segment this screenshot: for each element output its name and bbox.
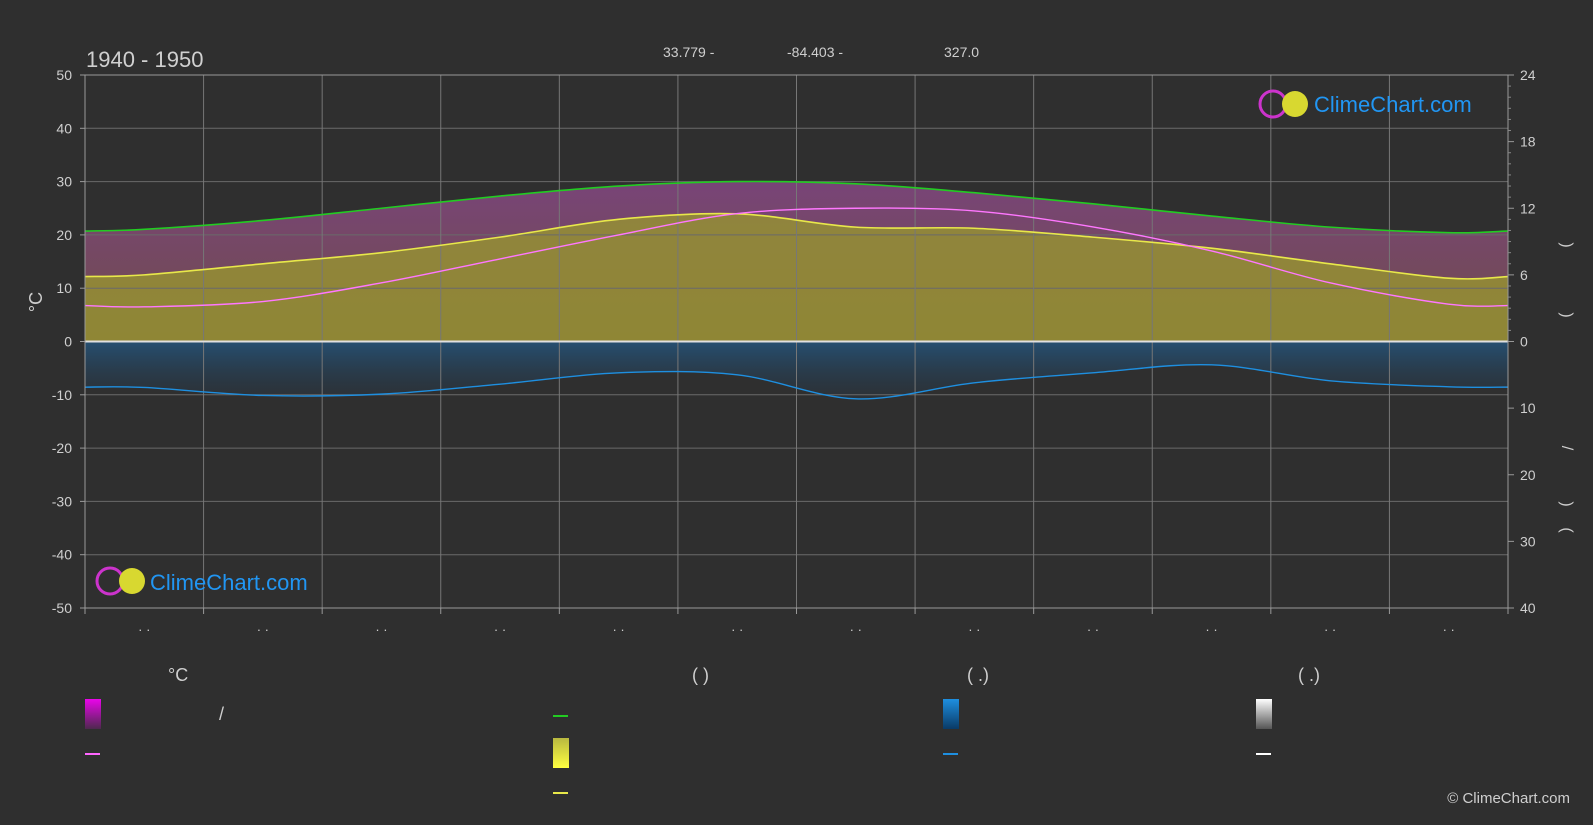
month-tick-label: · ·: [257, 622, 269, 637]
longitude-label: -84.403 -: [787, 44, 843, 60]
right-tick-label: 18: [1520, 134, 1536, 150]
right-axis-label-part: ): [1558, 501, 1575, 506]
plot-area: [85, 75, 1508, 608]
right-axis-bottom-ticks: 10 20 30 40: [1508, 400, 1536, 616]
precipitation-line: [85, 363, 1508, 400]
month-tick-label: · ·: [138, 622, 150, 637]
left-tick-label: 20: [56, 227, 72, 243]
right-tick-label: 0: [1520, 334, 1528, 350]
left-tick-label: 40: [56, 120, 72, 136]
left-axis-label: °C: [26, 292, 46, 312]
climechart-logo-bottom[interactable]: ClimeChart.com: [95, 566, 308, 596]
daylight-line: [85, 180, 1508, 234]
right-axis-label-part: /: [1558, 446, 1575, 451]
month-tick-label: · ·: [612, 622, 624, 637]
right-tick-label: 30: [1520, 533, 1536, 549]
logo-text: ClimeChart.com: [150, 570, 308, 595]
temperature-line: [85, 207, 1508, 308]
month-tick-label: · ·: [731, 622, 743, 637]
right-tick-label: 10: [1520, 400, 1536, 416]
legend-swatch-snow: [1256, 699, 1272, 729]
left-axis-ticks: 50 40 30 20 10 0 -10 -20 -30 -40 -50: [52, 67, 85, 616]
left-tick-label: 50: [56, 67, 72, 83]
left-tick-label: 10: [56, 280, 72, 296]
legend-header-precip: ( .): [967, 665, 989, 685]
climechart-logo-top[interactable]: ClimeChart.com: [1258, 89, 1472, 119]
left-tick-label: -20: [52, 440, 72, 456]
month-tick-label: · ·: [1324, 622, 1336, 637]
right-tick-label: 6: [1520, 267, 1528, 283]
sunshine-line: [85, 212, 1508, 280]
logo-sun-icon: [1282, 91, 1308, 117]
legend-header-snow: ( .): [1298, 665, 1320, 685]
left-tick-label: 30: [56, 174, 72, 190]
legend-separator: /: [219, 704, 224, 724]
right-axis-label-part: ): [1558, 312, 1575, 317]
elevation-label: 327.0: [944, 44, 979, 60]
month-tick-label: · ·: [968, 622, 980, 637]
month-tick-label: · ·: [850, 622, 862, 637]
right-tick-label: 20: [1520, 467, 1536, 483]
right-axis-label-part: ): [1558, 242, 1575, 247]
left-tick-label: -30: [52, 493, 72, 509]
legend-swatch-sunshine: [553, 738, 569, 768]
legend-header-temperature: °C: [168, 665, 188, 685]
right-tick-label: 40: [1520, 600, 1536, 616]
left-tick-label: 0: [64, 334, 72, 350]
left-tick-label: -40: [52, 547, 72, 563]
right-tick-label: 12: [1520, 200, 1536, 216]
month-tick-label: · ·: [375, 622, 387, 637]
month-ticks: · · · · · · · · · · · · · · · · · · · · · · · ·: [84, 608, 1509, 637]
legend: °C ( ) ( .) ( .) /: [85, 665, 1320, 794]
left-tick-label: -10: [52, 387, 72, 403]
logo-text: ClimeChart.com: [1314, 92, 1472, 117]
month-tick-label: · ·: [1443, 622, 1455, 637]
right-axis-top-ticks: 24 18 12 6 0: [1508, 67, 1536, 350]
logo-sun-icon: [119, 568, 145, 594]
right-axis-label: )) /) (: [1558, 242, 1575, 533]
left-tick-label: -50: [52, 600, 72, 616]
legend-header-daylight: ( ): [692, 665, 709, 685]
period-title: 1940 - 1950: [86, 47, 203, 72]
latitude-label: 33.779 -: [663, 44, 715, 60]
legend-swatch-max-temp: [85, 699, 101, 729]
right-tick-label: 24: [1520, 67, 1536, 83]
right-axis-label-part: (: [1558, 527, 1575, 533]
month-tick-label: · ·: [1087, 622, 1099, 637]
month-tick-label: · ·: [1205, 622, 1217, 637]
copyright[interactable]: © ClimeChart.com: [1447, 790, 1570, 807]
month-tick-label: · ·: [494, 622, 506, 637]
legend-swatch-precip: [943, 699, 959, 729]
